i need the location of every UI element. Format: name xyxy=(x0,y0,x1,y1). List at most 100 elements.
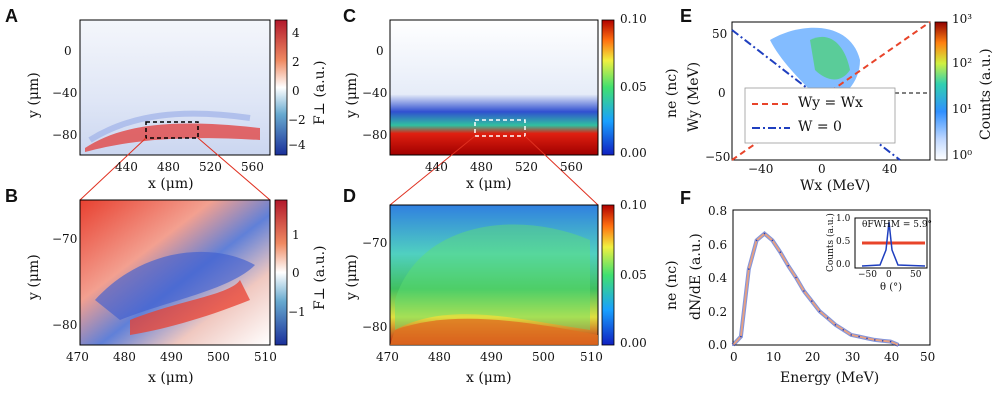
f-xtick: 0 xyxy=(730,350,738,364)
panel-letter-a: A xyxy=(5,6,18,26)
c-ytick: −80 xyxy=(362,128,388,142)
f-ytick: 0.2 xyxy=(708,305,728,319)
a-ytick: −80 xyxy=(52,128,78,142)
d-cbar-label: ne (nc) xyxy=(664,260,680,310)
a-ytick: −40 xyxy=(52,86,78,100)
panel-letter-e: E xyxy=(680,6,693,26)
spectrum-point xyxy=(771,239,774,242)
f-inset-ytick: 0.5 xyxy=(836,237,851,247)
c-xtick: 440 xyxy=(425,160,448,174)
spectrum-point xyxy=(866,337,868,340)
spectrum-point xyxy=(897,344,900,346)
e-cbar-tick: 10⁰ xyxy=(952,148,973,162)
e-cbar-label: Counts (a.u.) xyxy=(978,48,994,140)
spectrum-point xyxy=(787,264,789,267)
a-ytick: 0 xyxy=(64,44,72,58)
b-cbar-tick: 1 xyxy=(292,228,300,242)
c-xtick: 480 xyxy=(470,160,493,174)
spectrum-band xyxy=(731,230,900,347)
f-inset-ylabel: Counts (a.u.) xyxy=(826,213,836,272)
b-xtick: 510 xyxy=(254,350,277,364)
f-ytick: 0.4 xyxy=(708,271,728,285)
spectrum-line xyxy=(732,232,899,346)
f-inset-ytick: 0.0 xyxy=(836,260,851,270)
f-xtick: 10 xyxy=(766,350,782,364)
c-cbar-tick: 0.10 xyxy=(620,12,647,26)
d-cbar-tick: 0.05 xyxy=(620,268,647,282)
spectrum-point xyxy=(818,310,821,313)
b-ytick: −70 xyxy=(52,232,78,246)
f-inset-xtick: −50 xyxy=(858,270,877,280)
c-ytick: −40 xyxy=(362,86,388,100)
c-ylabel: y (μm) xyxy=(344,72,360,118)
d-xtick: 480 xyxy=(428,350,451,364)
e-cbar-tick: 10³ xyxy=(952,12,973,26)
f-ytick: 0.8 xyxy=(708,204,728,218)
c-xtick: 560 xyxy=(560,160,583,174)
a-xtick: 560 xyxy=(241,160,264,174)
e-ylabel: Wy (MeV) xyxy=(686,61,702,132)
spectrum-point xyxy=(732,344,734,346)
spectrum-point xyxy=(842,329,845,331)
d-ylabel: y (μm) xyxy=(344,254,360,300)
panel-letter-c: C xyxy=(343,6,356,26)
f-xtick: 50 xyxy=(920,350,936,364)
f-inset-annotation: θFWHM = 5.9° xyxy=(862,220,933,230)
b-ylabel: y (μm) xyxy=(26,254,42,300)
d-xtick: 500 xyxy=(532,350,555,364)
e-cbar-tick: 10² xyxy=(952,56,973,70)
d-xtick: 510 xyxy=(580,350,603,364)
f-xtick: 40 xyxy=(884,350,900,364)
f-xlabel: Energy (MeV) xyxy=(780,370,880,386)
e-xtick: −40 xyxy=(748,162,774,176)
spectrum-point xyxy=(795,276,797,279)
b-xtick: 480 xyxy=(113,350,136,364)
e-legend-entry: W = 0 xyxy=(798,119,842,135)
spectrum-point xyxy=(811,300,813,302)
b-cbar-label: F⊥ (a.u.) xyxy=(312,245,328,310)
a-cbar-tick: 4 xyxy=(292,26,300,40)
e-cbar-tick: 10¹ xyxy=(952,102,973,116)
a-ylabel: y (μm) xyxy=(26,72,42,118)
e-xtick: 40 xyxy=(882,162,898,176)
f-xtick: 30 xyxy=(845,350,861,364)
e-ytick: 50 xyxy=(712,27,728,41)
f-inset-xtick: 50 xyxy=(910,270,922,280)
c-cbar-tick: 0.05 xyxy=(620,80,647,94)
b-ytick: −80 xyxy=(52,318,78,332)
f-inset-xtick: 0 xyxy=(886,270,892,280)
c-xtick: 520 xyxy=(515,160,538,174)
e-ytick: 0 xyxy=(718,86,726,100)
a-cbar-tick: −2 xyxy=(288,113,306,127)
b-xtick: 500 xyxy=(207,350,230,364)
e-ytick: −50 xyxy=(705,150,731,164)
spectrum-point xyxy=(826,317,829,319)
d-cbar-tick: 0.10 xyxy=(620,198,647,212)
spectrum-point xyxy=(755,239,758,242)
a-xtick: 480 xyxy=(157,160,180,174)
spectrum-point xyxy=(740,335,742,338)
spectrum-point xyxy=(881,340,884,342)
e-xlabel: Wx (MeV) xyxy=(800,178,871,194)
b-cbar-tick: 0 xyxy=(292,266,300,280)
spectrum-point xyxy=(803,290,805,292)
c-xlabel: x (μm) xyxy=(466,176,512,192)
spectrum-point xyxy=(779,251,782,253)
c-cbar-tick: 0.00 xyxy=(620,146,647,160)
d-cbar-tick: 0.00 xyxy=(620,336,647,350)
a-cbar-tick: 0 xyxy=(292,84,300,98)
spectrum-point xyxy=(889,340,892,343)
a-xlabel: x (μm) xyxy=(148,176,194,192)
e-legend-entry: Wy = Wx xyxy=(798,95,863,111)
spectrum-point xyxy=(874,339,876,341)
f-ytick: 0.0 xyxy=(708,338,728,352)
spectrum-point xyxy=(748,268,750,270)
a-xtick: 440 xyxy=(115,160,138,174)
a-xtick: 520 xyxy=(199,160,222,174)
d-ytick: −70 xyxy=(362,236,388,250)
f-xtick: 20 xyxy=(805,350,821,364)
spectrum-point xyxy=(858,335,860,338)
spectrum-point xyxy=(850,334,852,336)
